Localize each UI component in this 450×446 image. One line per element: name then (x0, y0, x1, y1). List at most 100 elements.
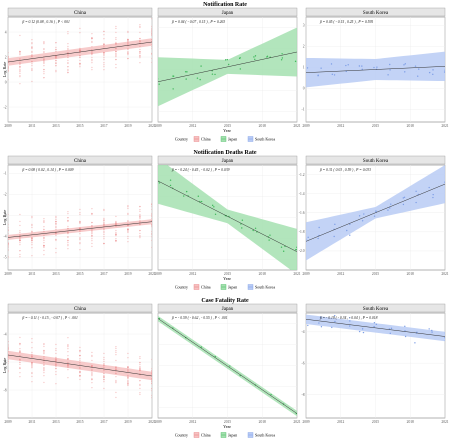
data-point (306, 239, 307, 241)
data-point: + (55, 225, 57, 229)
stat-annotation: β = - 0.24 ( - 0.45 , - 0.02 ) , P = 0.0… (171, 168, 230, 173)
data-point: + (43, 236, 45, 240)
data-point: + (43, 57, 45, 61)
data-point: + (79, 348, 81, 352)
y-tick-label: -2.0 (299, 249, 305, 253)
data-point: + (127, 227, 129, 231)
data-point (294, 60, 297, 63)
data-point (240, 223, 242, 225)
data-point: + (115, 58, 117, 62)
data-point: + (31, 237, 33, 241)
data-point (445, 65, 446, 66)
y-axis-label: Log Rate (2, 210, 7, 226)
data-point: + (91, 36, 93, 40)
data-point: + (19, 65, 21, 69)
data-point: + (139, 50, 141, 54)
data-point: + (67, 240, 69, 244)
data-point: + (151, 205, 153, 209)
data-point: + (103, 53, 105, 57)
data-point: + (151, 217, 153, 221)
data-point: + (127, 365, 129, 369)
stat-annotation: β = 0.31 ( 0.03 , 0.59 ) , P = 0.033 (319, 168, 371, 173)
data-point: + (115, 219, 117, 223)
data-point: + (7, 69, 9, 73)
data-point: + (19, 239, 21, 243)
data-point: + (103, 375, 105, 379)
data-point: + (79, 219, 81, 223)
data-point: + (43, 76, 45, 80)
data-point: + (103, 68, 105, 72)
data-point: + (7, 56, 9, 60)
data-point: + (55, 367, 57, 371)
data-point: + (115, 353, 117, 357)
data-point: + (127, 212, 129, 216)
data-point: + (79, 51, 81, 55)
data-point: + (91, 207, 93, 211)
data-point: + (91, 378, 93, 382)
data-point: + (127, 377, 129, 381)
data-point: + (7, 246, 9, 250)
data-point: + (79, 359, 81, 363)
data-point (403, 64, 405, 66)
data-point: + (151, 373, 153, 377)
data-point: + (19, 241, 21, 245)
data-point: + (31, 231, 33, 235)
data-point: + (43, 225, 45, 229)
data-point: + (151, 380, 153, 384)
data-point: + (103, 232, 105, 236)
data-point (319, 316, 322, 319)
data-point: + (151, 233, 153, 237)
x-tick-label: 2015 (224, 272, 231, 276)
data-point: + (67, 345, 69, 349)
data-point: + (67, 54, 69, 58)
data-point: + (127, 44, 129, 48)
data-point: + (139, 236, 141, 240)
data-point: + (103, 220, 105, 224)
data-point: + (127, 376, 129, 380)
data-point: + (151, 369, 153, 373)
y-tick-label: -5 (4, 256, 7, 260)
data-point: + (103, 241, 105, 245)
data-point (444, 181, 445, 183)
data-point: + (91, 374, 93, 378)
data-point (358, 330, 361, 333)
data-point (269, 234, 271, 236)
data-point: + (7, 59, 9, 63)
data-point (334, 223, 336, 226)
data-point: + (139, 355, 141, 359)
data-point: + (151, 382, 153, 386)
data-point: + (103, 51, 105, 55)
data-point: + (55, 342, 57, 346)
data-point: + (139, 229, 141, 233)
data-point: + (91, 48, 93, 52)
data-point: + (55, 222, 57, 226)
data-point (390, 203, 392, 205)
data-point: + (127, 212, 129, 216)
data-point: + (79, 350, 81, 354)
data-point (320, 67, 322, 69)
data-point: + (31, 364, 33, 368)
data-point (296, 246, 297, 248)
data-point: + (67, 363, 69, 367)
data-point: + (55, 55, 57, 59)
data-point: + (139, 361, 141, 365)
data-point: + (103, 51, 105, 55)
data-point: + (55, 54, 57, 58)
data-point: + (31, 350, 33, 354)
data-point: + (67, 364, 69, 368)
data-point: + (103, 209, 105, 213)
x-tick-label: 2009 (302, 272, 309, 276)
data-point: + (127, 52, 129, 56)
data-point: + (19, 238, 21, 242)
data-point: + (7, 58, 9, 62)
data-point: + (7, 248, 9, 252)
data-point: + (151, 223, 153, 227)
data-point: + (55, 364, 57, 368)
data-point: + (139, 366, 141, 370)
data-point: + (127, 220, 129, 224)
data-point: + (127, 228, 129, 232)
data-point: + (31, 241, 33, 245)
data-point: + (79, 230, 81, 234)
data-point: + (115, 233, 117, 237)
x-tick-label: 2018 (259, 420, 266, 424)
